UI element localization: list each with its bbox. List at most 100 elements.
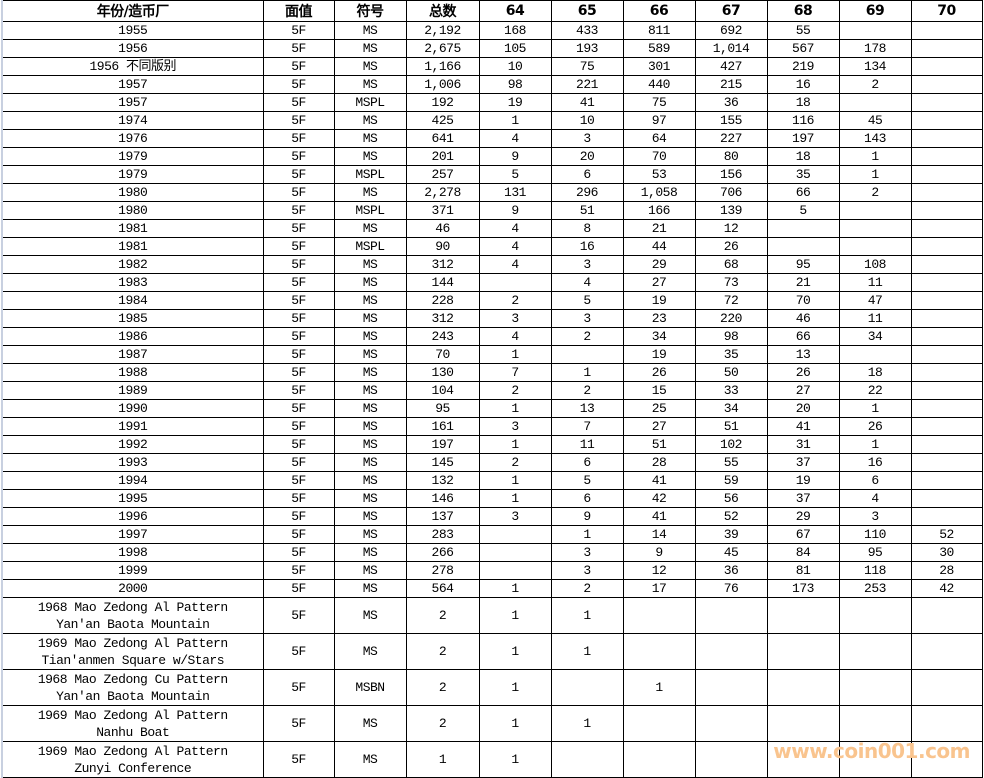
cell-grade-66[interactable]: 23 <box>622 309 696 328</box>
cell-grade-64[interactable]: 2 <box>478 291 552 310</box>
cell-grade-67[interactable]: 155 <box>694 111 768 130</box>
cell-total[interactable]: 1,006 <box>405 75 480 94</box>
cell-grade-68[interactable]: 18 <box>766 147 840 166</box>
cell-denomination[interactable]: 5F <box>262 327 335 346</box>
cell-grade-69[interactable]: 1 <box>838 165 912 184</box>
cell-grade-70[interactable] <box>910 381 983 400</box>
cell-grade-69[interactable]: 1 <box>838 435 912 454</box>
cell-total[interactable]: 266 <box>405 543 480 562</box>
cell-grade-designation[interactable]: MS <box>333 417 407 436</box>
cell-grade-70[interactable] <box>910 39 983 58</box>
cell-grade-70[interactable] <box>910 309 983 328</box>
cell-grade-66[interactable]: 19 <box>622 345 696 364</box>
cell-grade-64[interactable] <box>478 525 552 544</box>
cell-year-mint[interactable]: 1997 <box>1 525 264 544</box>
cell-denomination[interactable]: 5F <box>262 741 335 778</box>
cell-grade-70[interactable] <box>910 507 983 526</box>
cell-denomination[interactable]: 5F <box>262 39 335 58</box>
cell-grade-65[interactable]: 16 <box>550 237 624 256</box>
cell-grade-67[interactable] <box>694 705 768 742</box>
cell-total[interactable]: 243 <box>405 327 480 346</box>
cell-denomination[interactable]: 5F <box>262 705 335 742</box>
cell-denomination[interactable]: 5F <box>262 93 335 112</box>
cell-grade-67[interactable] <box>694 741 768 778</box>
cell-grade-70[interactable] <box>910 219 983 238</box>
cell-grade-69[interactable] <box>838 93 912 112</box>
cell-year-mint[interactable]: 1995 <box>1 489 264 508</box>
cell-total[interactable]: 1,166 <box>405 57 480 76</box>
cell-grade-70[interactable] <box>910 237 983 256</box>
cell-grade-69[interactable]: 4 <box>838 489 912 508</box>
cell-grade-67[interactable] <box>694 633 768 670</box>
cell-grade-designation[interactable]: MS <box>333 399 407 418</box>
cell-grade-65[interactable]: 3 <box>550 129 624 148</box>
cell-grade-64[interactable]: 9 <box>478 201 552 220</box>
cell-grade-64[interactable]: 4 <box>478 255 552 274</box>
cell-grade-65[interactable] <box>550 741 624 778</box>
header-grade-67[interactable]: 67 <box>694 0 768 22</box>
cell-grade-67[interactable]: 56 <box>694 489 768 508</box>
cell-grade-69[interactable] <box>838 597 912 634</box>
cell-denomination[interactable]: 5F <box>262 129 335 148</box>
cell-total[interactable]: 145 <box>405 453 480 472</box>
cell-grade-70[interactable] <box>910 147 983 166</box>
cell-grade-67[interactable]: 427 <box>694 57 768 76</box>
cell-year-mint[interactable]: 1993 <box>1 453 264 472</box>
cell-total[interactable]: 371 <box>405 201 480 220</box>
cell-grade-designation[interactable]: MS <box>333 705 407 742</box>
cell-grade-67[interactable]: 692 <box>694 21 768 40</box>
cell-grade-69[interactable]: 11 <box>838 273 912 292</box>
cell-grade-67[interactable]: 59 <box>694 471 768 490</box>
cell-grade-64[interactable]: 105 <box>478 39 552 58</box>
cell-grade-67[interactable]: 35 <box>694 345 768 364</box>
cell-grade-68[interactable]: 197 <box>766 129 840 148</box>
cell-grade-68[interactable]: 173 <box>766 579 840 598</box>
cell-grade-66[interactable]: 1 <box>622 669 696 706</box>
cell-denomination[interactable]: 5F <box>262 381 335 400</box>
cell-year-mint[interactable]: 1982 <box>1 255 264 274</box>
cell-grade-70[interactable] <box>910 471 983 490</box>
cell-denomination[interactable]: 5F <box>262 561 335 580</box>
cell-denomination[interactable]: 5F <box>262 237 335 256</box>
header-denomination[interactable]: 面值 <box>262 0 335 22</box>
cell-grade-67[interactable]: 227 <box>694 129 768 148</box>
cell-year-mint[interactable]: 1984 <box>1 291 264 310</box>
cell-grade-designation[interactable]: MS <box>333 543 407 562</box>
cell-grade-67[interactable]: 73 <box>694 273 768 292</box>
cell-grade-69[interactable]: 2 <box>838 75 912 94</box>
cell-grade-70[interactable]: 30 <box>910 543 983 562</box>
cell-grade-68[interactable] <box>766 741 840 778</box>
cell-grade-67[interactable]: 51 <box>694 417 768 436</box>
cell-grade-designation[interactable]: MS <box>333 435 407 454</box>
cell-grade-65[interactable]: 13 <box>550 399 624 418</box>
cell-denomination[interactable]: 5F <box>262 75 335 94</box>
cell-year-mint[interactable]: 2000 <box>1 579 264 598</box>
cell-grade-64[interactable]: 1 <box>478 669 552 706</box>
cell-grade-65[interactable]: 6 <box>550 165 624 184</box>
cell-grade-65[interactable]: 6 <box>550 489 624 508</box>
cell-grade-67[interactable]: 80 <box>694 147 768 166</box>
cell-grade-designation[interactable]: MS <box>333 129 407 148</box>
cell-year-mint[interactable]: 1992 <box>1 435 264 454</box>
cell-grade-70[interactable] <box>910 57 983 76</box>
cell-total[interactable]: 425 <box>405 111 480 130</box>
cell-year-mint[interactable]: 1981 <box>1 237 264 256</box>
cell-grade-68[interactable] <box>766 237 840 256</box>
cell-grade-designation[interactable]: MS <box>333 507 407 526</box>
cell-grade-64[interactable]: 1 <box>478 579 552 598</box>
cell-grade-designation[interactable]: MS <box>333 633 407 670</box>
cell-grade-64[interactable]: 4 <box>478 219 552 238</box>
cell-grade-designation[interactable]: MS <box>333 471 407 490</box>
cell-grade-66[interactable]: 51 <box>622 435 696 454</box>
cell-grade-65[interactable] <box>550 669 624 706</box>
cell-grade-67[interactable]: 72 <box>694 291 768 310</box>
cell-grade-69[interactable]: 16 <box>838 453 912 472</box>
cell-year-mint[interactable]: 1980 <box>1 201 264 220</box>
cell-grade-70[interactable] <box>910 201 983 220</box>
cell-denomination[interactable]: 5F <box>262 111 335 130</box>
cell-grade-65[interactable]: 10 <box>550 111 624 130</box>
cell-year-mint[interactable]: 1956 <box>1 39 264 58</box>
cell-grade-65[interactable]: 6 <box>550 453 624 472</box>
cell-denomination[interactable]: 5F <box>262 543 335 562</box>
cell-grade-65[interactable]: 1 <box>550 597 624 634</box>
